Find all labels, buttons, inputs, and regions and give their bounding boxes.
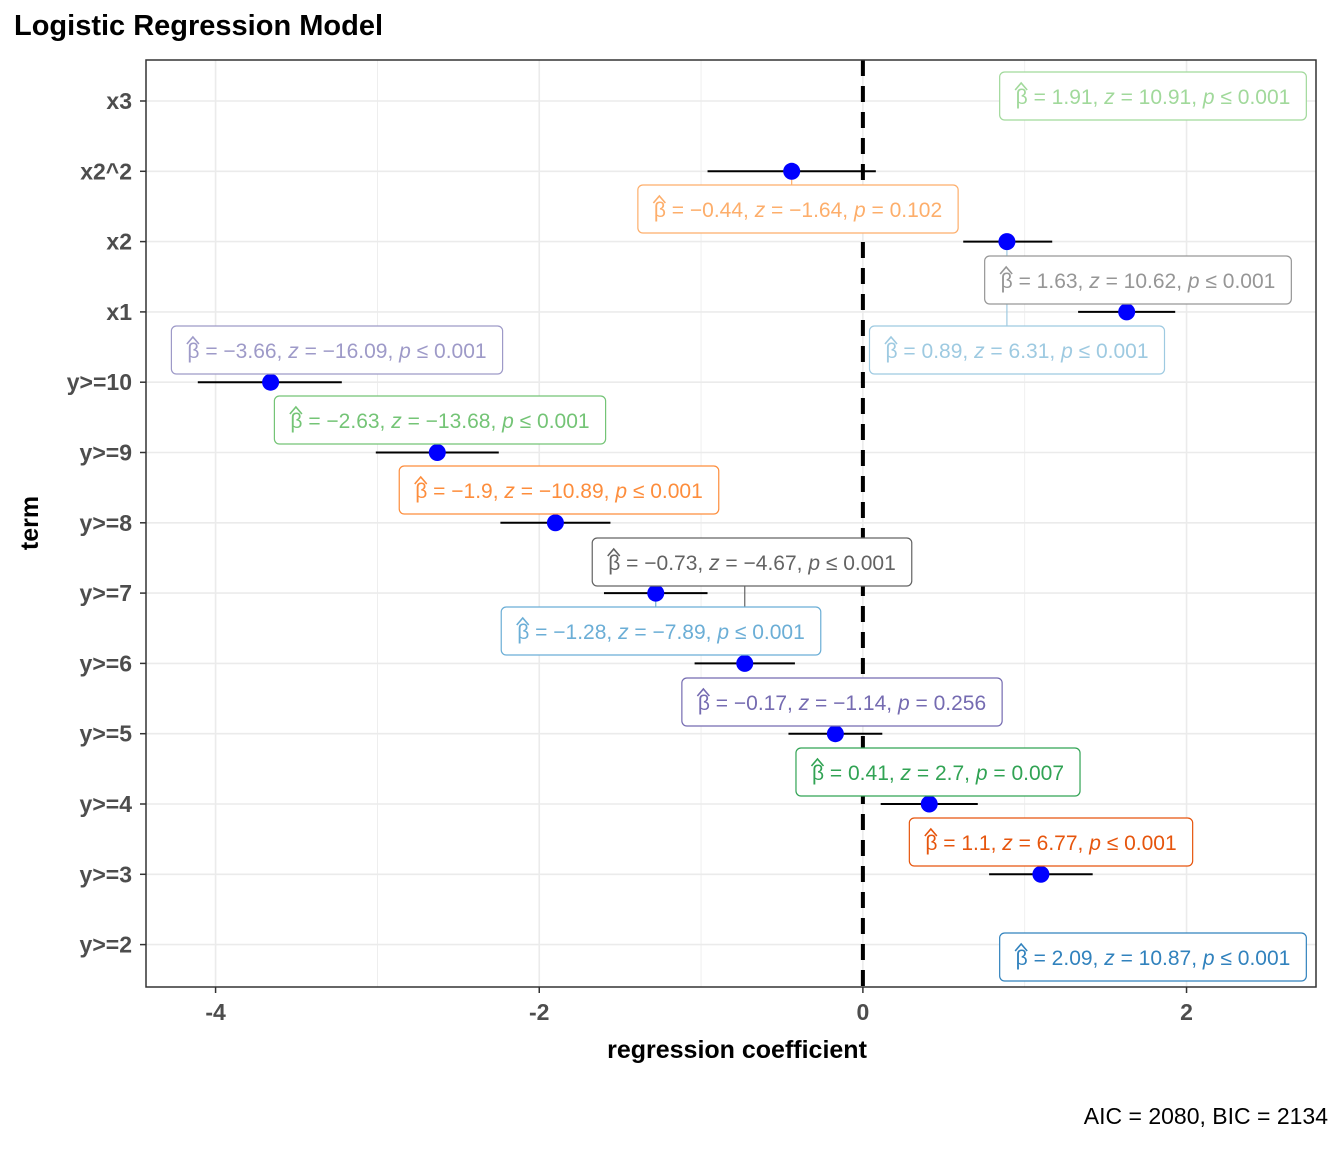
estimate-label-box — [170, 325, 504, 375]
beta-hat-mark — [1014, 81, 1028, 91]
estimate-label-text: β = −1.9, z = −10.89, p ≤ 0.001 — [415, 480, 703, 503]
y-tick-label: y>=5 — [80, 721, 133, 747]
estimate-point — [998, 233, 1016, 251]
y-tick-label: y>=9 — [80, 440, 132, 466]
estimate-point — [647, 584, 665, 602]
beta-hat-mark — [999, 265, 1013, 275]
beta-hat-mark — [186, 335, 200, 345]
estimate-point — [1032, 865, 1050, 883]
estimate-label: β = 1.91, z = 10.91, p ≤ 0.001 — [999, 71, 1307, 121]
estimate-label-box — [999, 932, 1307, 982]
estimate-label: β = 0.41, z = 2.7, p = 0.007 — [795, 747, 1081, 797]
estimate-label-text: β = 0.41, z = 2.7, p = 0.007 — [812, 762, 1064, 785]
model-fit-caption: AIC = 2080, BIC = 2134 — [1083, 1103, 1328, 1129]
x-tick-label: 2 — [1180, 999, 1193, 1025]
beta-hat-mark — [516, 616, 530, 626]
estimate-point — [920, 795, 938, 813]
y-tick-label: y>=4 — [80, 791, 133, 817]
y-tick-label: x2 — [106, 229, 132, 255]
estimate-label: β = 1.63, z = 10.62, p ≤ 0.001 — [984, 255, 1292, 305]
y-tick-label: y>=6 — [80, 650, 132, 676]
estimate-point — [736, 654, 754, 672]
estimate-label-box — [591, 537, 913, 587]
estimate-label: β = −1.28, z = −7.89, p ≤ 0.001 — [500, 606, 822, 656]
estimate-point — [783, 162, 801, 180]
estimate-label-text: β = −0.17, z = −1.14, p = 0.256 — [698, 692, 986, 715]
estimate-label: β = −3.66, z = −16.09, p ≤ 0.001 — [170, 325, 504, 375]
beta-hat-mark — [652, 194, 666, 204]
estimate-label-text: β = −0.73, z = −4.67, p ≤ 0.001 — [608, 552, 896, 575]
estimate-label-box — [637, 184, 959, 234]
beta-hat-mark — [1014, 942, 1028, 952]
x-tick-label: -2 — [529, 999, 549, 1025]
estimate-labels: β = 1.91, z = 10.91, p ≤ 0.001 β = −0.44,… — [170, 71, 1307, 982]
estimate-label-text: β = 1.1, z = 6.77, p ≤ 0.001 — [925, 832, 1176, 855]
estimate-point — [428, 444, 446, 461]
estimate-label: β = −2.63, z = −13.68, p ≤ 0.001 — [273, 395, 607, 445]
y-tick-label: x2^2 — [80, 158, 132, 184]
estimate-label-box — [500, 606, 822, 656]
estimate-label: β = 2.09, z = 10.87, p ≤ 0.001 — [999, 932, 1307, 982]
estimate-label-box — [999, 71, 1307, 121]
estimate-label-box — [984, 255, 1292, 305]
y-axis-ticks: x3 x2^2 x2 x1 y>=10 y>=9 y>=8 y>=7 y>=6 y>=5 y>=4 y… — [67, 88, 146, 958]
beta-hat-mark — [924, 827, 938, 837]
estimate-label: β = 0.89, z = 6.31, p ≤ 0.001 — [868, 325, 1166, 375]
y-tick-label: y>=8 — [80, 510, 133, 536]
estimate-label-box — [868, 325, 1166, 375]
estimate-points — [262, 162, 1136, 883]
estimate-label-text: β = 0.89, z = 6.31, p ≤ 0.001 — [886, 340, 1149, 363]
y-tick-label: x3 — [106, 88, 132, 114]
y-axis-title: term — [16, 496, 44, 550]
beta-hat-mark — [289, 405, 303, 415]
y-tick-label: y>=2 — [80, 932, 132, 958]
estimate-label: β = −1.9, z = −10.89, p ≤ 0.001 — [398, 465, 720, 515]
estimate-label-text: β = −1.28, z = −7.89, p ≤ 0.001 — [517, 621, 805, 644]
x-tick-label: -4 — [205, 999, 226, 1025]
estimate-label: β = −0.17, z = −1.14, p = 0.256 — [681, 677, 1003, 727]
estimate-label-box — [398, 465, 720, 515]
y-tick-label: y>=10 — [67, 369, 132, 395]
estimate-point — [1118, 303, 1136, 321]
beta-hat-mark — [696, 687, 710, 697]
x-tick-label: 0 — [856, 999, 869, 1025]
y-tick-label: y>=7 — [80, 580, 132, 606]
chart-title: Logistic Regression Model — [14, 10, 383, 42]
estimate-point — [826, 725, 844, 743]
estimate-label-text: β = 2.09, z = 10.87, p ≤ 0.001 — [1016, 947, 1291, 970]
x-axis-ticks: -4 -2 0 2 — [205, 987, 1193, 1025]
estimate-point — [546, 514, 564, 532]
estimate-label-text: β = 1.63, z = 10.62, p ≤ 0.001 — [1001, 270, 1276, 293]
estimate-label-box — [681, 677, 1003, 727]
estimate-label-text: β = −2.63, z = −13.68, p ≤ 0.001 — [290, 410, 589, 433]
estimate-label: β = 1.1, z = 6.77, p ≤ 0.001 — [908, 817, 1194, 867]
beta-hat-mark — [884, 335, 898, 345]
estimate-label: β = −0.44, z = −1.64, p = 0.102 — [637, 184, 959, 234]
estimate-label-box — [908, 817, 1194, 867]
estimate-point — [262, 373, 280, 391]
forest-plot: β = 1.91, z = 10.91, p ≤ 0.001 β = −0.44,… — [16, 59, 1317, 1064]
estimate-label-text: β = −3.66, z = −16.09, p ≤ 0.001 — [187, 340, 486, 363]
y-tick-label: x1 — [106, 299, 132, 325]
beta-hat-mark — [810, 757, 825, 767]
beta-hat-mark — [607, 547, 621, 557]
estimate-label-box — [795, 747, 1081, 797]
x-axis-title: regression coefficient — [607, 1036, 867, 1064]
beta-hat-mark — [414, 475, 428, 485]
y-tick-label: y>=3 — [80, 861, 132, 887]
estimate-label: β = −0.73, z = −4.67, p ≤ 0.001 — [591, 537, 913, 587]
estimate-label-text: β = 1.91, z = 10.91, p ≤ 0.001 — [1016, 86, 1291, 109]
estimate-label-box — [273, 395, 607, 445]
estimate-label-text: β = −0.44, z = −1.64, p = 0.102 — [654, 199, 942, 222]
